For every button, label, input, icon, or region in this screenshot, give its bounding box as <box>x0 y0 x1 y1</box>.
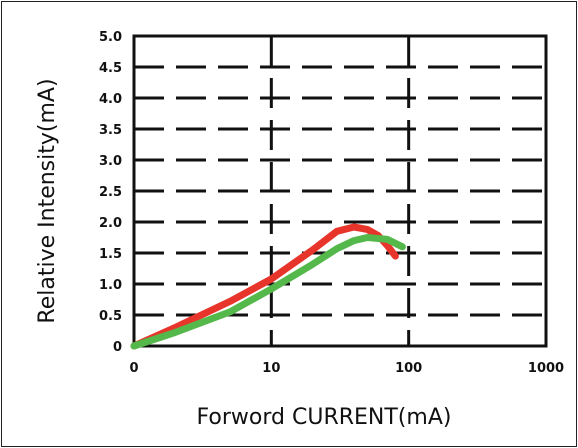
grid <box>134 36 546 346</box>
y-tick-label: 5.0 <box>99 30 122 45</box>
y-tick-label: 0.5 <box>99 309 122 324</box>
y-tick-label: 3.5 <box>99 123 122 138</box>
y-tick-label: 1.5 <box>99 247 122 262</box>
series-line-1 <box>130 223 399 350</box>
y-axis-title: Relative Intensity(mA) <box>35 78 60 323</box>
y-tick-label: 4.0 <box>99 92 122 107</box>
x-tick-label: 10 <box>262 361 280 376</box>
x-tick-labels: 0 10 100 1000 <box>129 361 564 376</box>
y-tick-label: 1.0 <box>99 278 122 293</box>
x-tick-label: 100 <box>395 361 422 376</box>
x-tick-label: 0 <box>129 361 138 376</box>
x-tick-label: 1000 <box>528 361 564 376</box>
series-line-2 <box>130 234 406 350</box>
x-axis-title: Forword CURRENT(mA) <box>197 405 452 430</box>
series-group <box>130 223 406 350</box>
y-tick-labels: 0 0.5 1.0 1.5 2.0 2.5 3.0 3.5 4.0 4.5 5.0 <box>99 30 122 355</box>
plot-area <box>132 34 548 348</box>
y-tick-label: 0 <box>113 340 122 355</box>
y-tick-label: 2.5 <box>99 185 122 200</box>
y-tick-label: 2.0 <box>99 216 122 231</box>
y-tick-label: 3.0 <box>99 154 122 169</box>
y-tick-label: 4.5 <box>99 61 122 76</box>
